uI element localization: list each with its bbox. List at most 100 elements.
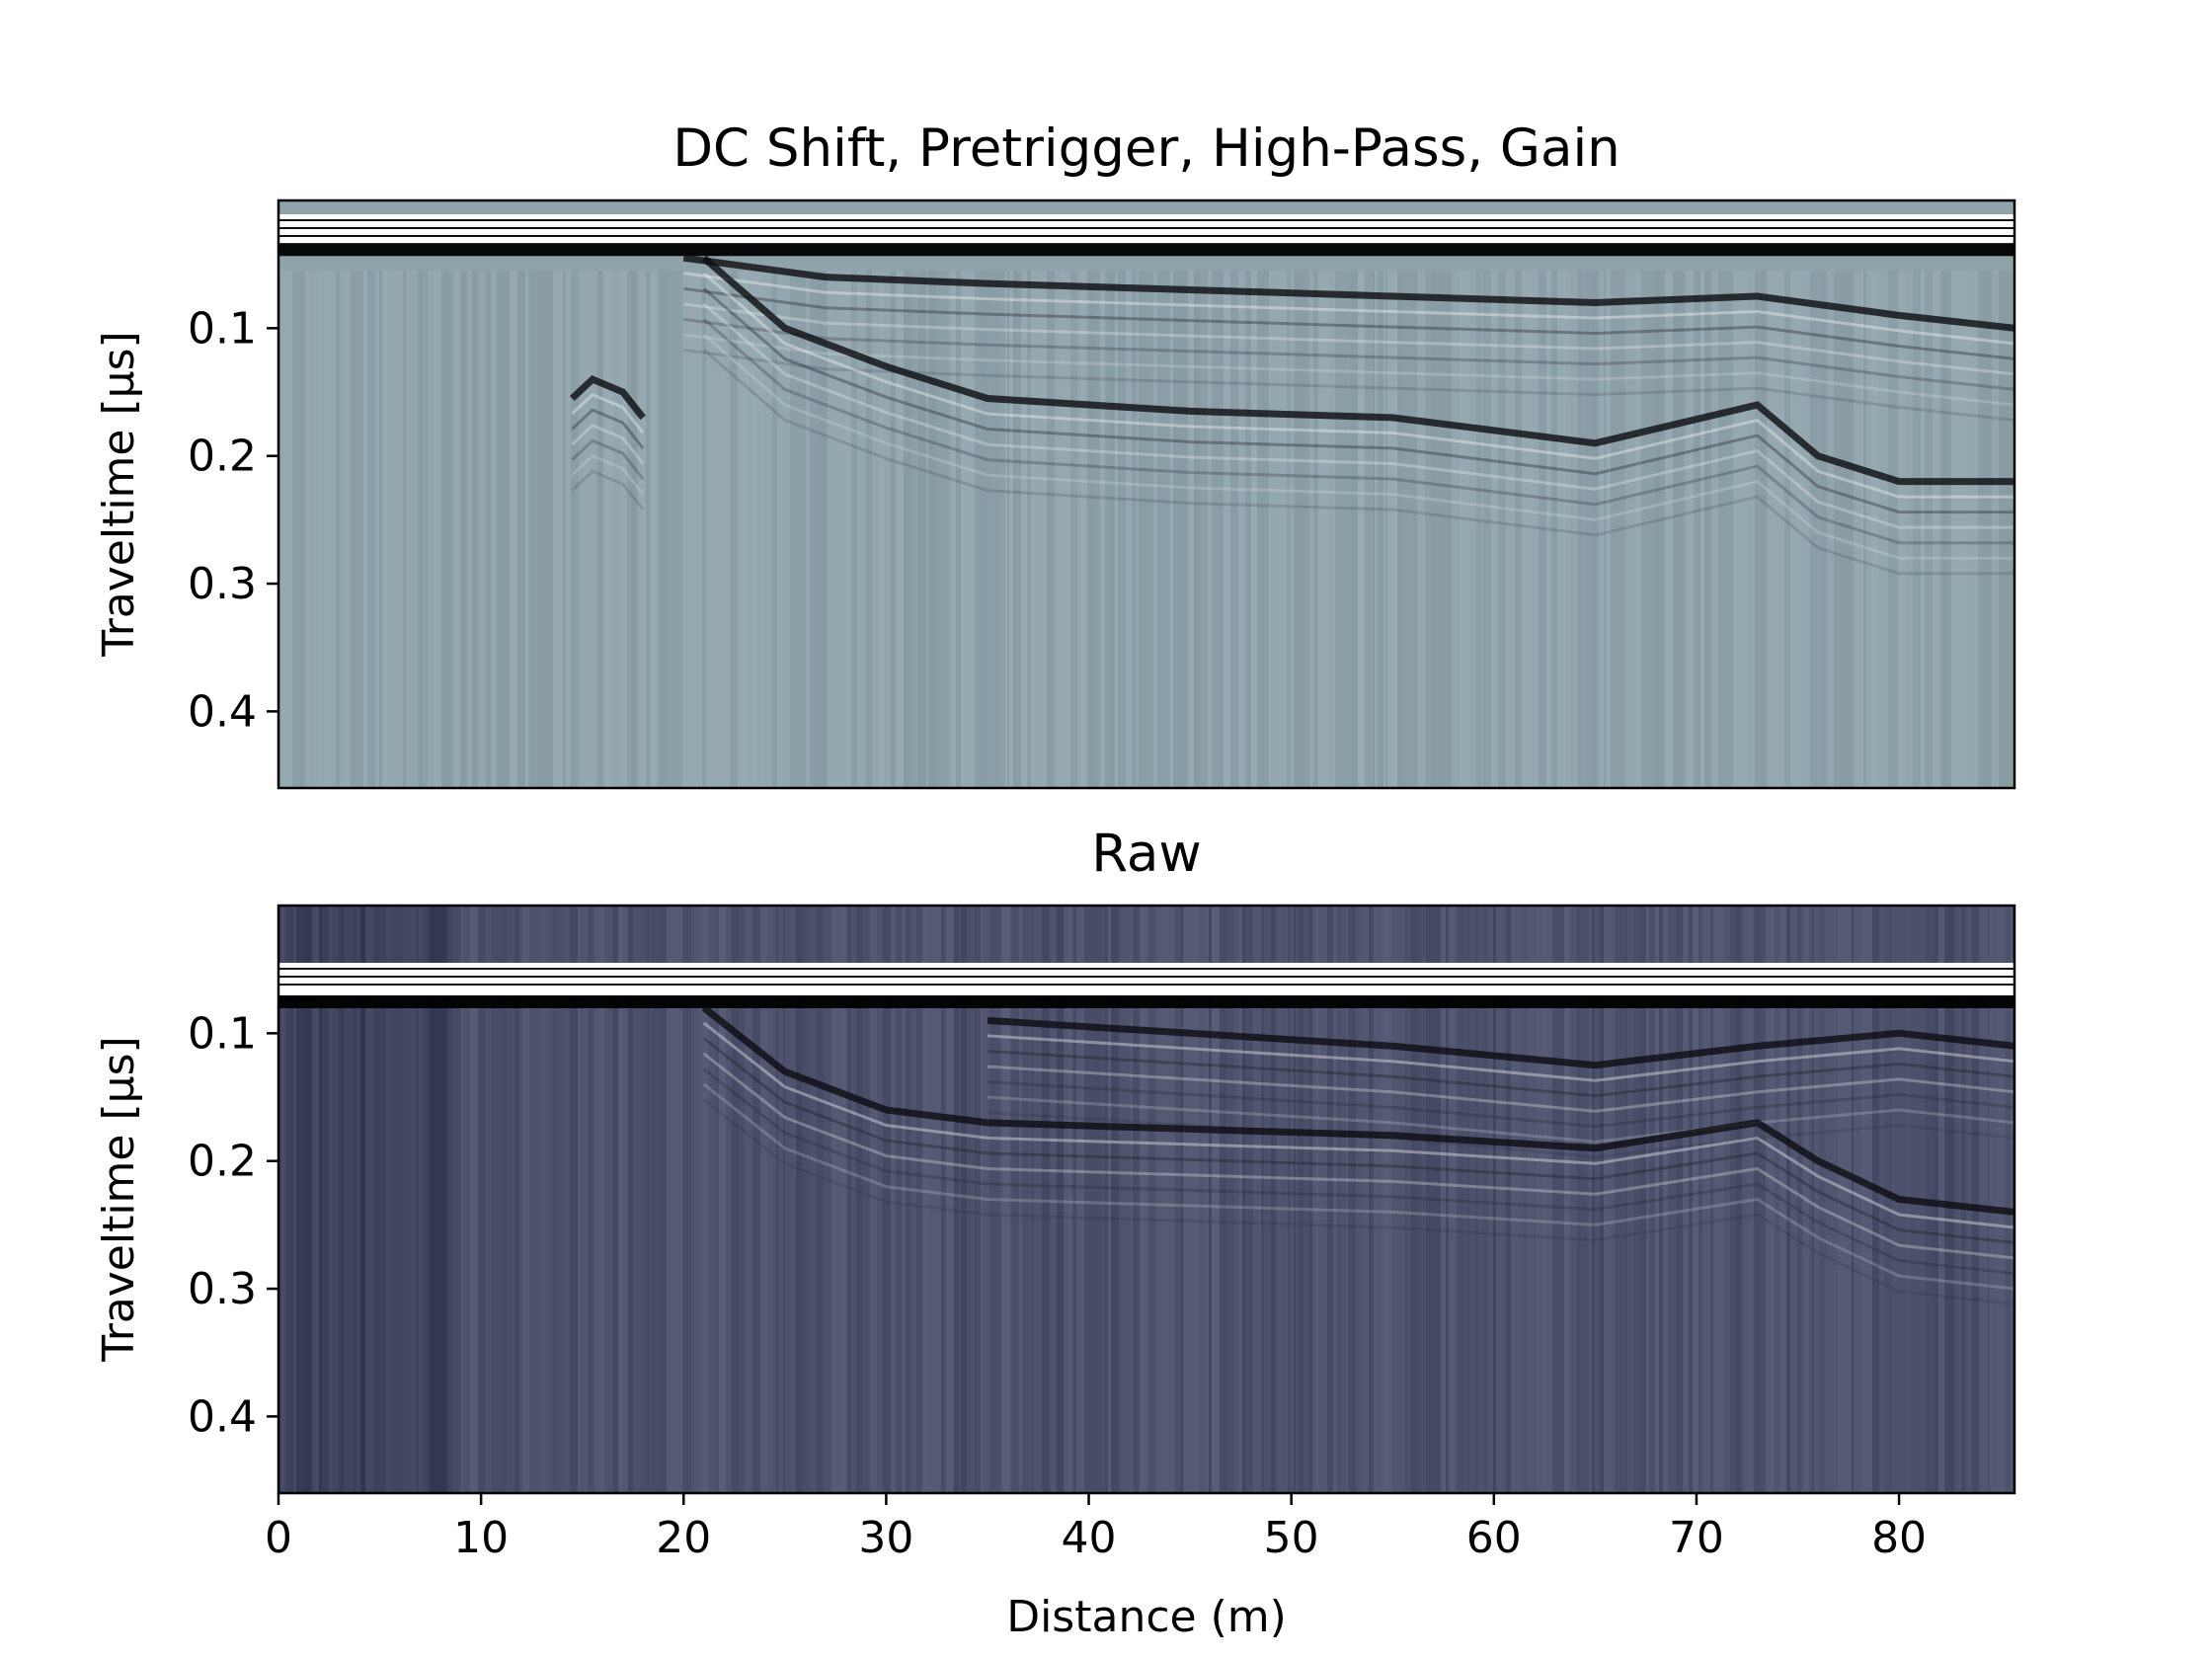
trace-band <box>1913 271 1921 788</box>
trace-band <box>1608 271 1611 788</box>
trace-band <box>769 906 776 1493</box>
y-tick-label: 0.1 <box>188 303 257 354</box>
reflector-echo <box>571 392 645 434</box>
trace-band <box>971 906 975 1493</box>
trace-band <box>563 271 566 788</box>
trace-band <box>463 271 467 788</box>
trace-band <box>500 906 507 1493</box>
trace-band <box>1761 271 1767 788</box>
trace-band <box>1027 271 1031 788</box>
trace-band <box>548 906 553 1493</box>
trace-band <box>463 906 470 1493</box>
trace-band <box>1846 906 1852 1493</box>
trace-band <box>717 271 725 788</box>
trace-band <box>1627 271 1633 788</box>
trace-band <box>1718 271 1720 788</box>
trace-band <box>831 906 836 1493</box>
trace-band <box>1543 906 1546 1493</box>
trace-band <box>494 271 496 788</box>
trace-band <box>646 906 650 1493</box>
trace-band <box>336 271 340 788</box>
trace-band <box>1523 906 1528 1493</box>
trace-band <box>1294 906 1296 1493</box>
trace-band <box>1557 271 1561 788</box>
trace-band <box>633 906 638 1493</box>
trace-band <box>1627 906 1633 1493</box>
y-axis: 0.1 0.2 0.3 0.4 <box>188 1008 278 1442</box>
trace-band <box>363 271 367 788</box>
trace-band <box>1133 906 1140 1493</box>
trace-band <box>637 271 639 788</box>
trace-band <box>1635 271 1641 788</box>
trace-band <box>333 906 339 1493</box>
trace-band <box>1838 906 1846 1493</box>
trace-band <box>304 906 312 1493</box>
trace-band <box>1511 906 1519 1493</box>
trace-band <box>1352 906 1356 1493</box>
trace-band <box>1426 906 1430 1493</box>
trace-band <box>566 271 571 788</box>
trace-band <box>629 271 631 788</box>
trace-band <box>1333 906 1337 1493</box>
trace-band <box>628 906 633 1493</box>
trace-band <box>999 271 1005 788</box>
trace-band <box>826 271 828 788</box>
trace-band <box>1895 271 1898 788</box>
trace-band <box>997 906 1000 1493</box>
trace-band <box>1633 271 1635 788</box>
trace-band <box>1013 906 1019 1493</box>
trace-band <box>1600 906 1604 1493</box>
reflector-echo <box>702 287 2014 514</box>
trace-band <box>1845 271 1849 788</box>
trace-band <box>1348 906 1352 1493</box>
trace-band <box>1640 906 1646 1493</box>
trace-band <box>1748 906 1754 1493</box>
trace-band <box>982 271 988 788</box>
trace-band <box>1403 271 1411 788</box>
trace-band <box>1264 906 1271 1493</box>
trace-band <box>872 271 880 788</box>
trace-band <box>326 271 332 788</box>
trace-band <box>1790 906 1797 1493</box>
trace-band <box>1031 271 1034 788</box>
trace-band <box>1449 906 1457 1493</box>
trace-band <box>1042 906 1050 1493</box>
trace-band <box>557 271 563 788</box>
trace-band <box>1209 906 1212 1493</box>
reflector-echo <box>683 302 2014 376</box>
trace-band <box>1863 271 1866 788</box>
reflector-echo <box>987 1050 2014 1098</box>
trace-band <box>1978 271 1984 788</box>
trace-band <box>291 906 293 1493</box>
trace-band <box>752 906 760 1493</box>
trace-band <box>1872 906 1879 1493</box>
trace-band <box>1503 906 1506 1493</box>
trace-band <box>1702 906 1710 1493</box>
trace-band <box>1391 906 1398 1493</box>
trace-band <box>1522 271 1530 788</box>
trace-band <box>1615 906 1619 1493</box>
trace-band <box>1382 906 1383 1493</box>
trace-band <box>1434 906 1441 1493</box>
trace-band <box>1346 906 1348 1493</box>
trace-band <box>807 906 811 1493</box>
trace-band <box>504 271 510 788</box>
trace-band <box>1274 906 1277 1493</box>
trace-band <box>296 906 298 1493</box>
reflector-echo <box>702 272 2014 499</box>
trace-band <box>1181 906 1183 1493</box>
trace-band <box>1755 271 1759 788</box>
trace-band <box>1704 271 1711 788</box>
trace-band <box>1411 906 1418 1493</box>
trace-band <box>1933 271 1940 788</box>
trace-band <box>638 906 646 1493</box>
trace-band <box>1031 906 1034 1493</box>
trace-band <box>1685 271 1688 788</box>
trace-band <box>707 906 709 1493</box>
trace-band <box>1467 906 1469 1493</box>
trace-band <box>944 271 949 788</box>
trace-band <box>1984 271 1992 788</box>
trace-band <box>1801 271 1808 788</box>
reflector-echo <box>683 333 2014 407</box>
trace-band <box>1318 271 1324 788</box>
